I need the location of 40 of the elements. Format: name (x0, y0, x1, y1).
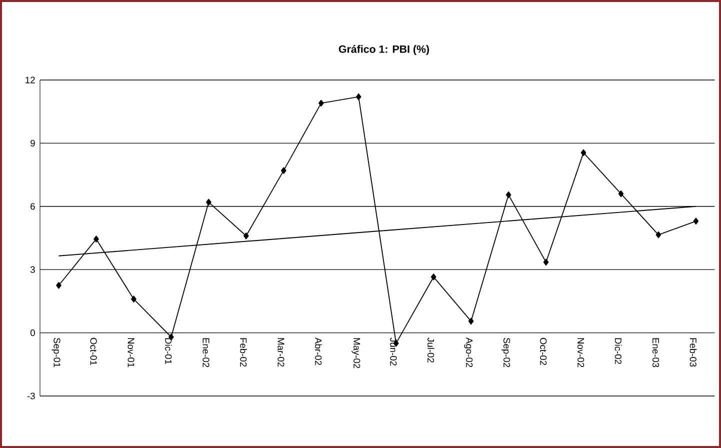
point (243, 232, 249, 240)
point (131, 296, 136, 302)
point (206, 198, 212, 206)
point (580, 149, 586, 156)
y-tick-label: 12 (26, 76, 35, 84)
x-tick-label: Feb-03 (690, 338, 697, 367)
chart-title: Gráfico 1: PBI (%) (338, 44, 429, 56)
point (506, 191, 512, 198)
y-tick-label: 3 (30, 266, 35, 273)
y-tick-label: 9 (30, 140, 35, 146)
x-tick-label: Abr-02 (315, 338, 322, 366)
point (318, 100, 324, 107)
point (543, 258, 549, 266)
y-tick-label: 0 (30, 329, 35, 336)
x-tick-label: Ene-03 (652, 338, 660, 368)
x-tick-label: Sep-01 (52, 338, 60, 368)
x-tick-label: Dic-01 (165, 338, 172, 364)
point (56, 282, 62, 289)
x-tick-label: Oct-01 (90, 338, 97, 366)
x-tick-label: Dic-02 (614, 338, 622, 364)
x-tick-label: May-02 (352, 338, 360, 368)
point (693, 218, 699, 225)
x-tick-label: Nov-01 (128, 338, 134, 368)
x-tick-label: Oct-02 (540, 338, 547, 366)
x-tick-label: Mar-02 (278, 338, 284, 367)
x-tick-label: Ago-02 (464, 338, 473, 368)
x-tick-label: Feb-02 (240, 338, 247, 367)
point (356, 93, 362, 100)
x-tick-label: Nov-02 (578, 338, 584, 368)
point (656, 231, 662, 238)
point (280, 167, 286, 174)
point (94, 236, 99, 242)
x-tick-label: Sep-02 (502, 338, 510, 368)
point (430, 274, 436, 280)
y-tick-label: -3 (27, 392, 35, 400)
x-tick-label: Jul-02 (427, 338, 434, 362)
x-tick-label: Ene-02 (202, 338, 210, 368)
point (468, 318, 474, 325)
y-tick-label: 6 (30, 203, 35, 210)
point (618, 190, 624, 198)
